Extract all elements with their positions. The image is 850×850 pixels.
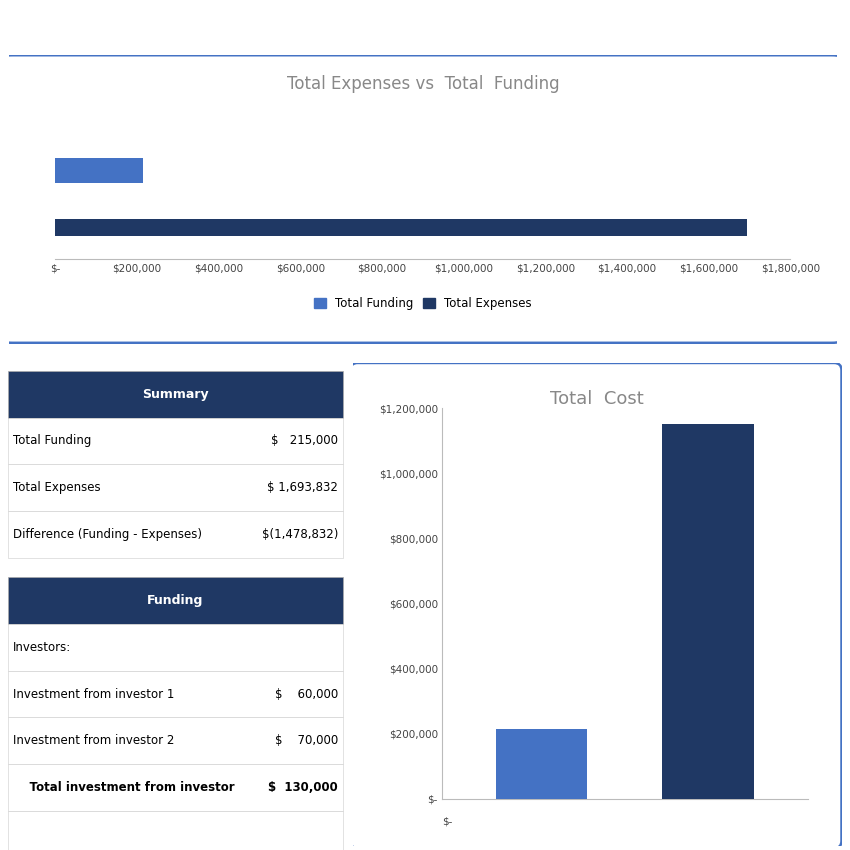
Bar — [8, 624, 343, 671]
Bar — [8, 511, 343, 558]
FancyBboxPatch shape — [350, 363, 842, 848]
Text: $    70,000: $ 70,000 — [275, 734, 338, 747]
Text: $  130,000: $ 130,000 — [269, 781, 338, 794]
Text: Total investment from investor: Total investment from investor — [13, 781, 235, 794]
Text: $(1,478,832): $(1,478,832) — [262, 528, 338, 541]
Bar — [55, 219, 747, 236]
Text: Investors:: Investors: — [13, 641, 71, 654]
Bar — [55, 157, 143, 184]
Text: $ 1,693,832: $ 1,693,832 — [267, 481, 338, 494]
Bar — [8, 811, 343, 850]
Bar — [8, 717, 343, 764]
Text: Total  Cost: Total Cost — [550, 389, 644, 407]
Bar — [8, 577, 343, 624]
Text: Total Expenses vs  Total  Funding: Total Expenses vs Total Funding — [286, 76, 559, 94]
Text: $   215,000: $ 215,000 — [271, 434, 338, 447]
Bar — [496, 729, 587, 799]
Bar — [8, 764, 343, 811]
Text: $-: $- — [442, 817, 452, 827]
Text: Investment from investor 1: Investment from investor 1 — [13, 688, 174, 700]
Bar — [8, 417, 343, 464]
Text: Summary: Summary — [142, 388, 209, 401]
Bar — [8, 371, 343, 417]
Text: Investment from investor 2: Investment from investor 2 — [13, 734, 174, 747]
Text: $    60,000: $ 60,000 — [275, 688, 338, 700]
Text: Funding: Funding — [147, 594, 204, 607]
Legend: Total Funding, Total Expenses: Total Funding, Total Expenses — [314, 297, 532, 310]
FancyBboxPatch shape — [0, 55, 844, 343]
Bar — [8, 671, 343, 717]
Bar — [8, 464, 343, 511]
Text: Total Funding: Total Funding — [13, 434, 91, 447]
Text: Startup Summary: Startup Summary — [120, 13, 355, 37]
Bar — [662, 424, 753, 799]
Text: Difference (Funding - Expenses): Difference (Funding - Expenses) — [13, 528, 201, 541]
Text: Total Expenses: Total Expenses — [13, 481, 100, 494]
